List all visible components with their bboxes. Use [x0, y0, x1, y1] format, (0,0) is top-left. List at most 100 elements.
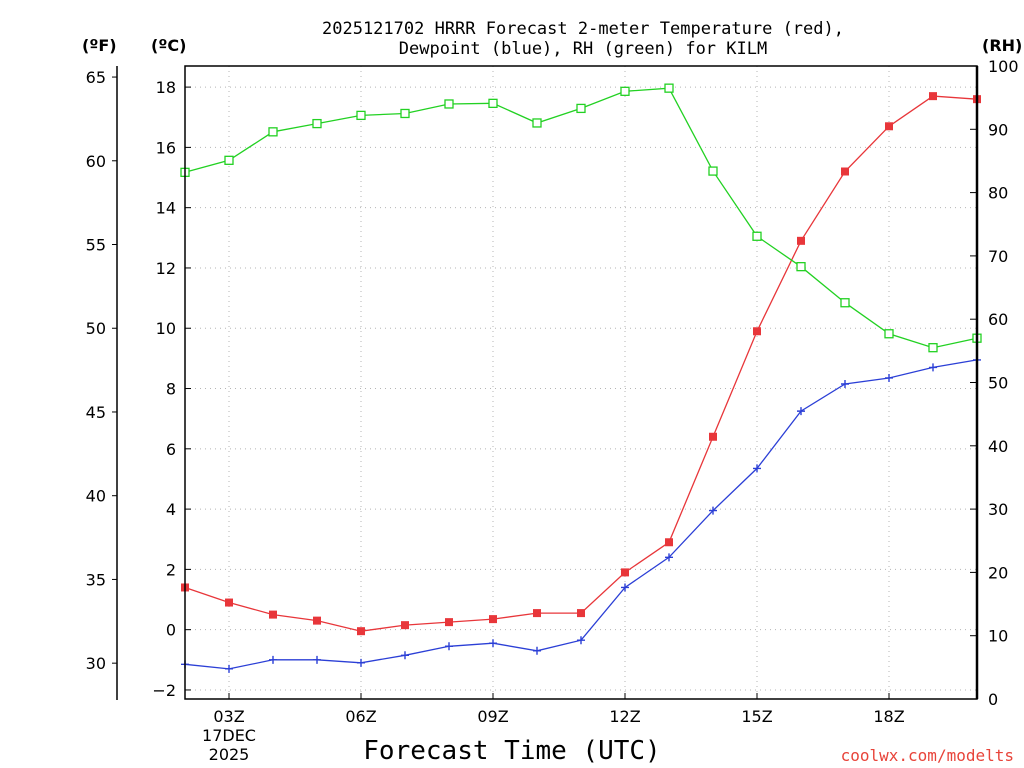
rh-tick-label: 20 [988, 563, 1008, 582]
dewpoint-point [357, 658, 365, 667]
rh-tick-label: 0 [988, 690, 998, 709]
grid [185, 66, 977, 699]
fahrenheit-axis: 30 35 40 45 50 55 60 65 [86, 68, 117, 673]
fahrenheit-tick-label: 55 [86, 236, 106, 255]
time-tick-label: 18Z [873, 707, 904, 726]
time-tick-label: 06Z [345, 707, 376, 726]
rh-point [488, 98, 498, 108]
rh-point [708, 166, 718, 176]
dewpoint-point [269, 655, 277, 664]
celsius-unit-label: (ºC) [151, 36, 186, 55]
dewpoint-point [577, 636, 585, 645]
credit-label: coolwx.com/modelts [841, 746, 1014, 765]
celsius-tick-label: −2 [152, 681, 176, 700]
rh-tick-label: 90 [988, 120, 1008, 139]
time-tick-label: 17DEC [202, 726, 256, 745]
rh-tick-label: 100 [988, 57, 1019, 76]
dewpoint-point [885, 373, 893, 382]
dewpoint-point [401, 651, 409, 660]
rh-series [180, 83, 982, 353]
rh-point [796, 262, 806, 272]
temperature-point [665, 538, 673, 547]
fahrenheit-tick-label: 60 [86, 152, 106, 171]
dewpoint-point [445, 642, 453, 651]
rh-point [576, 103, 586, 114]
chart-title: 2025121702 HRRR Forecast 2-meter Tempera… [322, 19, 844, 39]
temperature-point [841, 167, 849, 176]
fahrenheit-tick-label: 45 [86, 403, 106, 422]
dewpoint-point [797, 407, 805, 416]
dewpoint-point [709, 506, 717, 515]
temperature-point [313, 616, 321, 625]
celsius-tick-label: 4 [166, 500, 176, 519]
rh-tick-label: 10 [988, 627, 1008, 646]
rh-point [532, 118, 542, 128]
dewpoint-series [181, 355, 981, 673]
fahrenheit-tick-label: 35 [86, 570, 106, 589]
celsius-tick-label: 10 [156, 319, 176, 338]
rh-tick-label: 60 [988, 310, 1008, 329]
rh-point [444, 99, 454, 109]
rh-tick-label: 70 [988, 247, 1008, 266]
fahrenheit-tick-label: 40 [86, 487, 106, 506]
rh-tick-label: 80 [988, 184, 1008, 203]
celsius-tick-label: 6 [166, 440, 176, 459]
fahrenheit-tick-label: 65 [86, 68, 106, 87]
fahrenheit-unit-label: (ºF) [82, 36, 117, 55]
rh-point [312, 118, 322, 129]
rh-tick-label: 50 [988, 374, 1008, 393]
rh-point [268, 127, 278, 137]
celsius-tick-label: 18 [156, 78, 176, 97]
celsius-axis: −2 0 2 4 6 8 10 12 14 16 18 [152, 78, 191, 700]
rh-point [664, 83, 674, 93]
series [180, 83, 982, 673]
temperature-point [621, 568, 629, 577]
fahrenheit-tick-label: 50 [86, 319, 106, 338]
rh-axis: 0 10 20 30 40 50 60 70 80 90 100 [970, 57, 1019, 709]
dewpoint-point [225, 664, 233, 673]
temperature-point [401, 621, 409, 630]
rh-point [400, 108, 410, 119]
temperature-point [225, 598, 233, 607]
temperature-point [885, 122, 893, 131]
celsius-tick-label: 2 [166, 560, 176, 579]
time-tick-label: 2025 [209, 745, 250, 764]
chart-subtitle: Dewpoint (blue), RH (green) for KILM [399, 39, 767, 59]
rh-point [752, 231, 762, 241]
temperature-point [533, 609, 541, 618]
dewpoint-point [621, 583, 629, 592]
celsius-tick-label: 14 [156, 199, 176, 218]
rh-unit-label: (RH) [982, 36, 1022, 55]
celsius-tick-label: 16 [156, 138, 176, 157]
dewpoint-point [489, 639, 497, 648]
dewpoint-point [841, 380, 849, 389]
temperature-point [709, 432, 717, 441]
dewpoint-point [753, 464, 761, 473]
temperature-point [357, 627, 365, 636]
temperature-point [489, 615, 497, 624]
celsius-tick-label: 12 [156, 259, 176, 278]
rh-point [620, 86, 630, 96]
rh-tick-label: 30 [988, 500, 1008, 519]
time-tick-label: 03Z [213, 707, 244, 726]
time-tick-label: 09Z [477, 707, 508, 726]
temperature-point [577, 609, 585, 618]
temperature-point [269, 610, 277, 619]
fahrenheit-tick-label: 30 [86, 654, 106, 673]
temperature-point [753, 327, 761, 336]
time-tick-label: 12Z [609, 707, 640, 726]
rh-point [884, 329, 894, 339]
celsius-tick-label: 0 [166, 621, 176, 640]
rh-point [928, 343, 938, 353]
dewpoint-point [533, 646, 541, 655]
time-tick-label: 15Z [741, 707, 772, 726]
dewpoint-point [313, 655, 321, 664]
temperature-point [797, 236, 805, 245]
dewpoint-point [929, 363, 937, 372]
rh-point [356, 110, 366, 121]
rh-point [224, 155, 234, 165]
x-axis-title: Forecast Time (UTC) [363, 736, 660, 766]
dewpoint-point [665, 553, 673, 562]
temperature-point [445, 618, 453, 627]
